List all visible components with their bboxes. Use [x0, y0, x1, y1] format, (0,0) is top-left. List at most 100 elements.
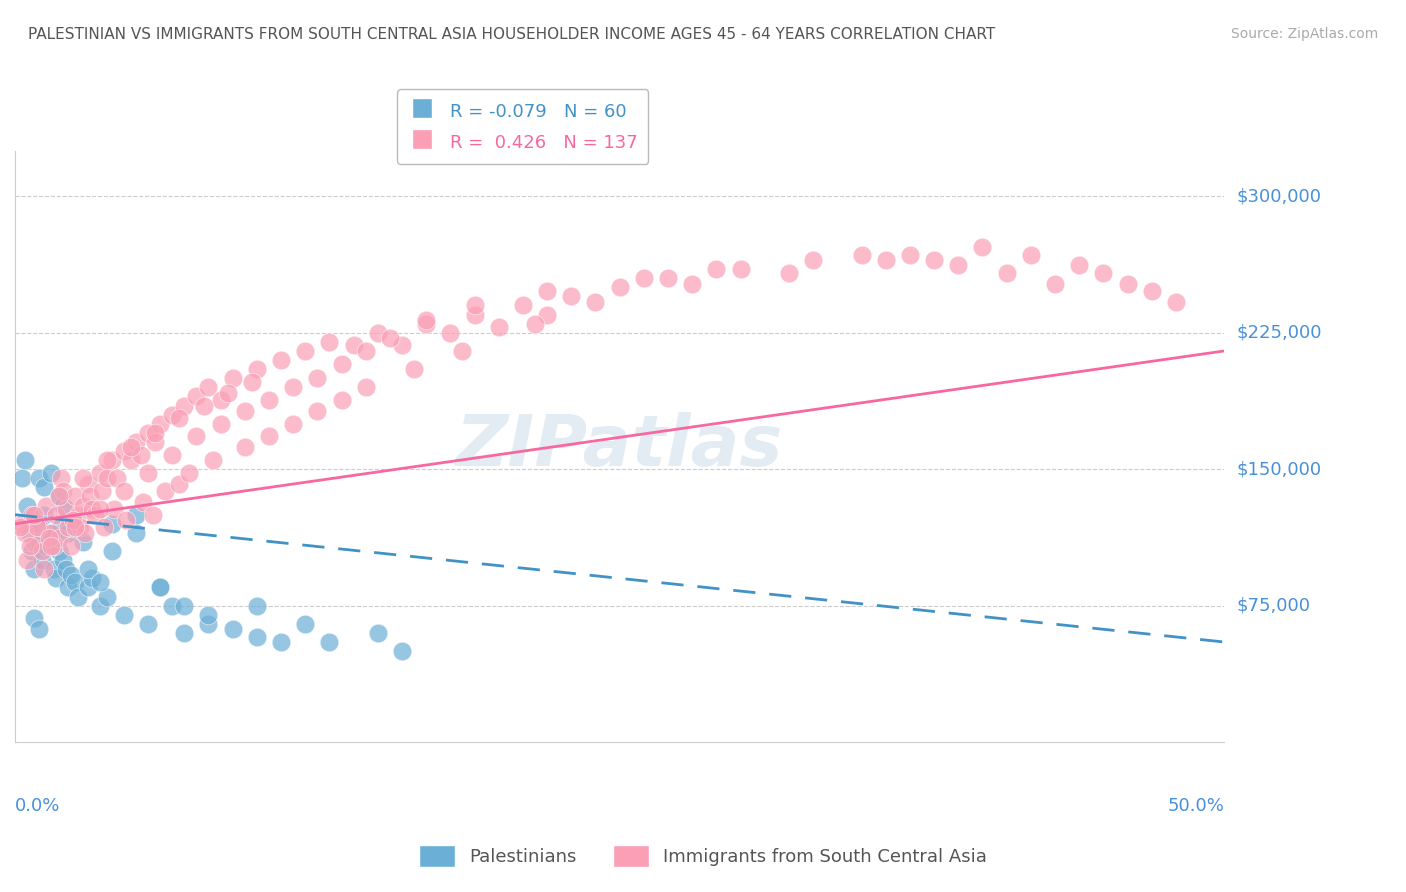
- Point: [160, 599, 183, 613]
- Point: [801, 252, 824, 267]
- Text: $150,000: $150,000: [1236, 460, 1322, 478]
- Point: [59, 539, 82, 553]
- Point: [120, 441, 142, 455]
- Point: [922, 252, 945, 267]
- Point: [48, 532, 70, 546]
- Point: [72, 471, 94, 485]
- Point: [221, 622, 243, 636]
- Point: [1140, 284, 1163, 298]
- Point: [93, 520, 115, 534]
- Point: [536, 308, 558, 322]
- Point: [730, 262, 752, 277]
- Point: [875, 252, 897, 267]
- Point: [62, 513, 84, 527]
- Point: [28, 622, 51, 636]
- Point: [39, 525, 62, 540]
- Point: [136, 616, 159, 631]
- Text: Source: ZipAtlas.com: Source: ZipAtlas.com: [1230, 27, 1378, 41]
- Point: [15, 553, 38, 567]
- Point: [52, 553, 75, 567]
- Point: [217, 385, 239, 400]
- Point: [32, 508, 55, 522]
- Point: [202, 453, 225, 467]
- Point: [65, 520, 87, 534]
- Point: [197, 616, 219, 631]
- Point: [32, 562, 55, 576]
- Point: [31, 544, 53, 558]
- Point: [18, 525, 41, 540]
- Point: [330, 393, 353, 408]
- Point: [143, 425, 166, 440]
- Point: [524, 317, 547, 331]
- Point: [186, 429, 208, 443]
- Point: [79, 490, 101, 504]
- Point: [100, 453, 122, 467]
- Point: [354, 343, 377, 358]
- Point: [42, 562, 65, 576]
- Point: [270, 353, 292, 368]
- Point: [281, 380, 304, 394]
- Point: [89, 574, 111, 589]
- Point: [39, 532, 62, 546]
- Point: [58, 525, 80, 540]
- Legend: R = -0.079   N = 60, R =  0.426   N = 137: R = -0.079 N = 60, R = 0.426 N = 137: [398, 89, 648, 163]
- Point: [55, 562, 77, 576]
- Point: [179, 466, 201, 480]
- Point: [52, 499, 75, 513]
- Point: [995, 266, 1018, 280]
- Point: [14, 525, 37, 540]
- Point: [96, 471, 118, 485]
- Point: [115, 513, 138, 527]
- Point: [76, 562, 98, 576]
- Point: [28, 471, 51, 485]
- Point: [1069, 259, 1091, 273]
- Point: [15, 499, 38, 513]
- Point: [96, 453, 118, 467]
- Point: [246, 362, 269, 376]
- Point: [65, 516, 87, 531]
- Point: [32, 480, 55, 494]
- Point: [1116, 277, 1139, 291]
- Point: [1019, 247, 1042, 261]
- Point: [22, 535, 45, 549]
- Point: [451, 343, 474, 358]
- Text: 0.0%: 0.0%: [15, 797, 60, 814]
- Point: [72, 499, 94, 513]
- Point: [35, 499, 58, 513]
- Text: $300,000: $300,000: [1236, 187, 1322, 205]
- Point: [103, 502, 125, 516]
- Point: [149, 581, 172, 595]
- Point: [82, 571, 104, 585]
- Point: [125, 525, 148, 540]
- Point: [233, 441, 256, 455]
- Point: [89, 466, 111, 480]
- Point: [221, 371, 243, 385]
- Point: [38, 532, 60, 546]
- Point: [464, 308, 486, 322]
- Point: [89, 502, 111, 516]
- Point: [169, 476, 191, 491]
- Point: [354, 380, 377, 394]
- Point: [318, 635, 340, 649]
- Text: PALESTINIAN VS IMMIGRANTS FROM SOUTH CENTRAL ASIA HOUSEHOLDER INCOME AGES 45 - 6: PALESTINIAN VS IMMIGRANTS FROM SOUTH CEN…: [28, 27, 995, 42]
- Point: [112, 607, 135, 622]
- Point: [488, 320, 510, 334]
- Point: [136, 466, 159, 480]
- Point: [66, 590, 89, 604]
- Point: [52, 483, 75, 498]
- Point: [972, 240, 994, 254]
- Point: [173, 399, 195, 413]
- Point: [197, 380, 219, 394]
- Point: [89, 599, 111, 613]
- Point: [25, 516, 48, 531]
- Point: [149, 417, 172, 431]
- Point: [160, 408, 183, 422]
- Point: [560, 289, 582, 303]
- Point: [76, 581, 98, 595]
- Point: [209, 393, 232, 408]
- Point: [404, 362, 426, 376]
- Point: [281, 417, 304, 431]
- Point: [1164, 294, 1187, 309]
- Point: [197, 607, 219, 622]
- Point: [1043, 277, 1066, 291]
